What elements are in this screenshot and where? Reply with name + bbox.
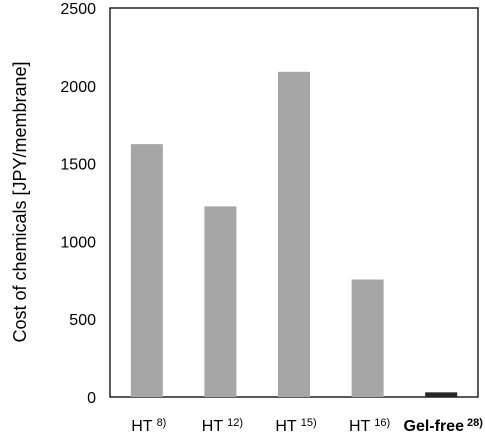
bar-1 (130, 144, 163, 397)
x-tick-label-superscript: 28) (467, 417, 483, 429)
y-axis-label: Cost of chemicals [JPY/membrane] (10, 61, 30, 342)
x-tick-label-superscript: 15) (301, 417, 317, 429)
x-tick-label-text: Gel-free (404, 418, 465, 434)
y-tick-label: 500 (69, 312, 96, 329)
x-tick-label: HT 12) (202, 417, 243, 434)
y-axis-ticks: 0 500 1000 1500 2000 2500 (60, 1, 96, 407)
y-tick-label: 1000 (60, 234, 96, 251)
x-tick-label-text: HT (131, 418, 153, 434)
y-tick-label: 2500 (60, 1, 96, 18)
x-tick-label: HT 8) (131, 417, 166, 434)
y-tick-label: 2000 (60, 79, 96, 96)
y-tick-label: 1500 (60, 157, 96, 174)
bars (130, 71, 458, 398)
x-tick-label-superscript: 12) (227, 417, 243, 429)
x-tick-label: HT 16) (349, 417, 390, 434)
x-tick-label-text: HT (275, 418, 297, 434)
x-tick-label-superscript: 8) (157, 417, 167, 429)
bar-4 (351, 279, 384, 397)
bar-5 (425, 392, 458, 397)
x-tick-label-text: HT (202, 418, 224, 434)
y-tick-label: 0 (87, 390, 96, 407)
bar-3 (278, 71, 310, 398)
x-axis-labels: HT 8) HT 12) HT 15) HT 16) Gel-free 28) (131, 417, 483, 434)
x-tick-label-text: HT (349, 418, 371, 434)
bar-2 (204, 206, 237, 397)
x-tick-label-superscript: 16) (374, 417, 390, 429)
x-tick-label: HT 15) (275, 417, 316, 434)
x-tick-label: Gel-free 28) (404, 417, 484, 434)
